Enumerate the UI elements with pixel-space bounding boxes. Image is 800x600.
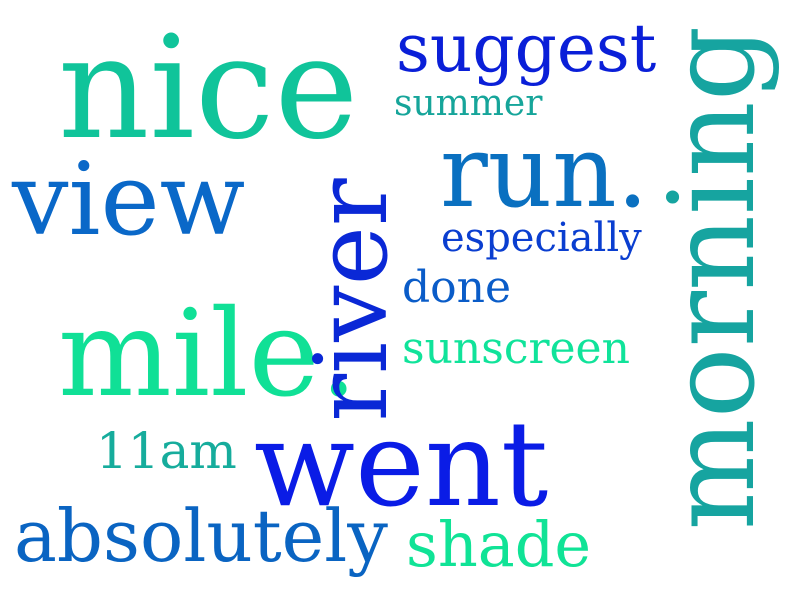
word-summer: summer: [394, 83, 543, 124]
word-nice: nice: [58, 6, 359, 171]
word-especially: especially: [441, 215, 642, 261]
word-river: river: [293, 178, 410, 422]
word-done: done: [402, 262, 512, 313]
word-went: went: [254, 395, 549, 533]
word-suggest: suggest: [396, 10, 657, 87]
word-sunscreen: sunscreen: [402, 323, 630, 374]
word-run: run.: [440, 113, 649, 230]
word-shade: shade: [406, 508, 592, 581]
word-absolutely: absolutely: [14, 494, 388, 578]
word-view: view: [12, 141, 246, 258]
word-11am: 11am: [96, 422, 237, 480]
word-mile: mile.: [58, 285, 358, 424]
word-morning: morning: [643, 25, 781, 531]
